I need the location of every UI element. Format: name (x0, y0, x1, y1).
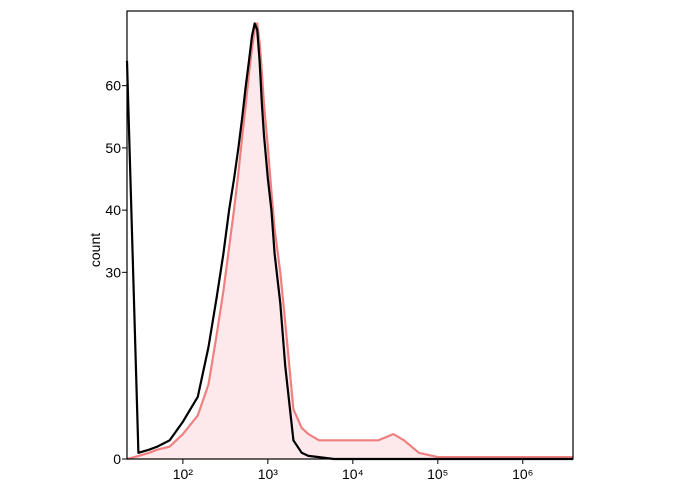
x-tick-label: 10⁴ (342, 466, 364, 482)
y-tick-label: 0 (113, 451, 121, 467)
y-tick-label: 40 (105, 202, 121, 218)
y-axis-label: count (87, 233, 103, 267)
line (126, 22, 573, 461)
area (127, 23, 573, 460)
y-tick-label: 50 (105, 140, 121, 156)
plot-frame (126, 10, 574, 460)
line (125, 22, 573, 461)
x-tick-label: 10⁵ (427, 466, 448, 482)
y-tick-label: 30 (105, 264, 121, 280)
y-tick-label: 60 (105, 78, 121, 94)
x-tick-label: 10² (173, 466, 194, 482)
x-tick-label: 10⁶ (512, 466, 533, 482)
x-tick-label: 10³ (258, 466, 279, 482)
